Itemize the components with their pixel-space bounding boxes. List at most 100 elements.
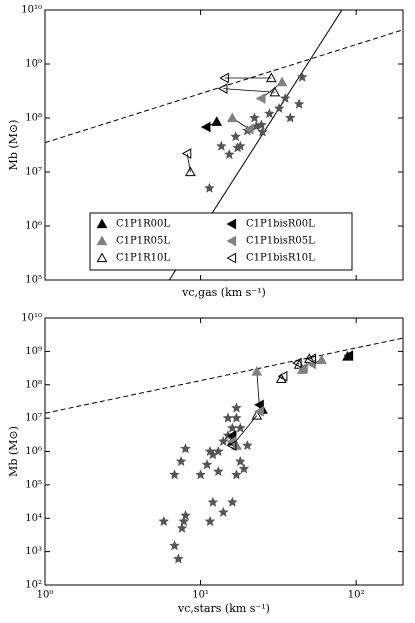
marker-triangle-left [243, 123, 254, 135]
y-tick-label: 10³ [25, 546, 42, 557]
marker-star [212, 465, 224, 477]
marker-star [195, 469, 206, 480]
marker-star [238, 463, 250, 474]
marker-star [212, 445, 224, 457]
x-axis-label: vc,stars (km s⁻¹) [177, 602, 270, 615]
y-tick-label: 10⁷ [25, 413, 42, 424]
marker-star [180, 509, 191, 521]
marker-star [249, 112, 260, 123]
marker-star [284, 112, 296, 123]
marker-triangle-up [251, 365, 263, 376]
legend-swatch [226, 235, 237, 247]
marker-star [231, 402, 242, 413]
marker-star [256, 119, 267, 130]
y-axis-label: Mb (M⊙) [7, 426, 20, 477]
marker-star [257, 126, 268, 137]
marker-star [169, 540, 180, 551]
marker-star [226, 496, 238, 507]
marker-star [172, 553, 184, 564]
x-tick-label: 10⁰ [37, 590, 54, 601]
marker-star [273, 102, 285, 114]
marker-star [279, 92, 291, 104]
legend-label: C1P1bisR00L [246, 219, 315, 230]
marker-star [207, 496, 219, 507]
plot-area [45, 337, 403, 564]
x-tick-label: 10¹ [192, 590, 209, 601]
y-tick-label: 10⁹ [25, 346, 42, 357]
marker-star [178, 515, 190, 527]
legend-label: C1P1R00L [116, 219, 170, 230]
legend-swatch [226, 218, 237, 230]
legend-swatch [96, 235, 108, 246]
marker-triangle-up [185, 166, 196, 177]
legend-swatch [226, 252, 237, 264]
legend-label: C1P1bisR05L [246, 236, 315, 247]
y-tick-label: 10⁸ [25, 379, 42, 390]
panel: 10² 10³ 10⁴ 10⁵ 10⁶ 10⁷ 10⁸ 10⁹ 10¹⁰ 10⁰ 10¹ 10² vc,… [7, 313, 404, 615]
reference-line [45, 337, 403, 414]
legend-frame [89, 212, 353, 271]
marker-star [293, 98, 305, 109]
marker-star [201, 459, 213, 470]
connector [223, 88, 275, 93]
marker-triangle-left [200, 121, 211, 133]
marker-star [158, 515, 170, 527]
y-tick-label: 10² [25, 580, 42, 591]
y-axis-label: Mb (M⊙) [7, 120, 20, 171]
legend-label: C1P1R05L [116, 236, 170, 247]
y-tick-label: 10⁶ [25, 221, 42, 232]
marker-triangle-left [255, 93, 266, 104]
marker-star [176, 522, 188, 533]
y-tick-label: 10⁷ [25, 167, 42, 178]
marker-star [217, 435, 229, 447]
x-axis-label: vc,gas (km s⁻¹) [181, 286, 266, 299]
y-tick-label: 10⁴ [25, 513, 42, 524]
marker-triangle-up [211, 116, 223, 126]
legend-label: C1P1R10L [116, 253, 170, 264]
marker-star [169, 469, 180, 480]
marker-triangle-up [251, 409, 263, 420]
marker-triangle-left [254, 405, 264, 417]
y-tick-label: 10⁸ [25, 113, 42, 124]
y-tick-label: 10¹⁰ [21, 5, 42, 16]
marker-triangle-up [226, 112, 238, 123]
marker-star [180, 443, 191, 454]
legend-swatch [96, 218, 108, 229]
marker-star [204, 515, 216, 527]
marker-triangle-up [316, 354, 327, 365]
y-tick-label: 10⁶ [25, 446, 42, 457]
marker-star [242, 439, 253, 451]
plot-frame [44, 317, 404, 586]
marker-star [231, 469, 242, 480]
marker-star [223, 148, 235, 160]
y-tick-label: 10⁹ [25, 59, 42, 70]
marker-triangle-left [254, 399, 264, 411]
plot-frame [44, 9, 404, 281]
y-tick-label: 10⁵ [25, 275, 42, 286]
marker-triangle-left [277, 370, 288, 382]
marker-star [234, 455, 246, 467]
marker-star [175, 455, 187, 467]
y-tick-label: 10¹⁰ [21, 313, 42, 324]
marker-star [230, 131, 242, 142]
legend: C1P1R00L C1P1R05L C1P1R10L C1P1bisR00L C1P1b… [89, 212, 353, 271]
marker-star [234, 422, 246, 433]
marker-triangle-left [298, 362, 308, 374]
marker-triangle-left [292, 357, 302, 369]
panel: 10⁵ 10⁶ 10⁷ 10⁸ 10⁹ 10¹⁰ vc,gas (km s⁻¹) Mb (M⊙… [7, 5, 404, 299]
marker-triangle-left [226, 440, 237, 451]
marker-triangle-left [181, 148, 192, 159]
legend-swatch [96, 252, 108, 263]
y-tick-label: 10⁵ [25, 479, 42, 490]
legend-label: C1P1bisR10L [246, 253, 315, 264]
marker-triangle-up [265, 72, 277, 83]
marker-star [217, 506, 229, 517]
marker-star [215, 140, 227, 151]
marker-triangle-up [269, 86, 281, 97]
marker-triangle-left [343, 350, 354, 361]
marker-star [296, 71, 308, 82]
marker-triangle-left [217, 83, 228, 94]
marker-star [222, 412, 234, 423]
marker-star [234, 140, 246, 151]
